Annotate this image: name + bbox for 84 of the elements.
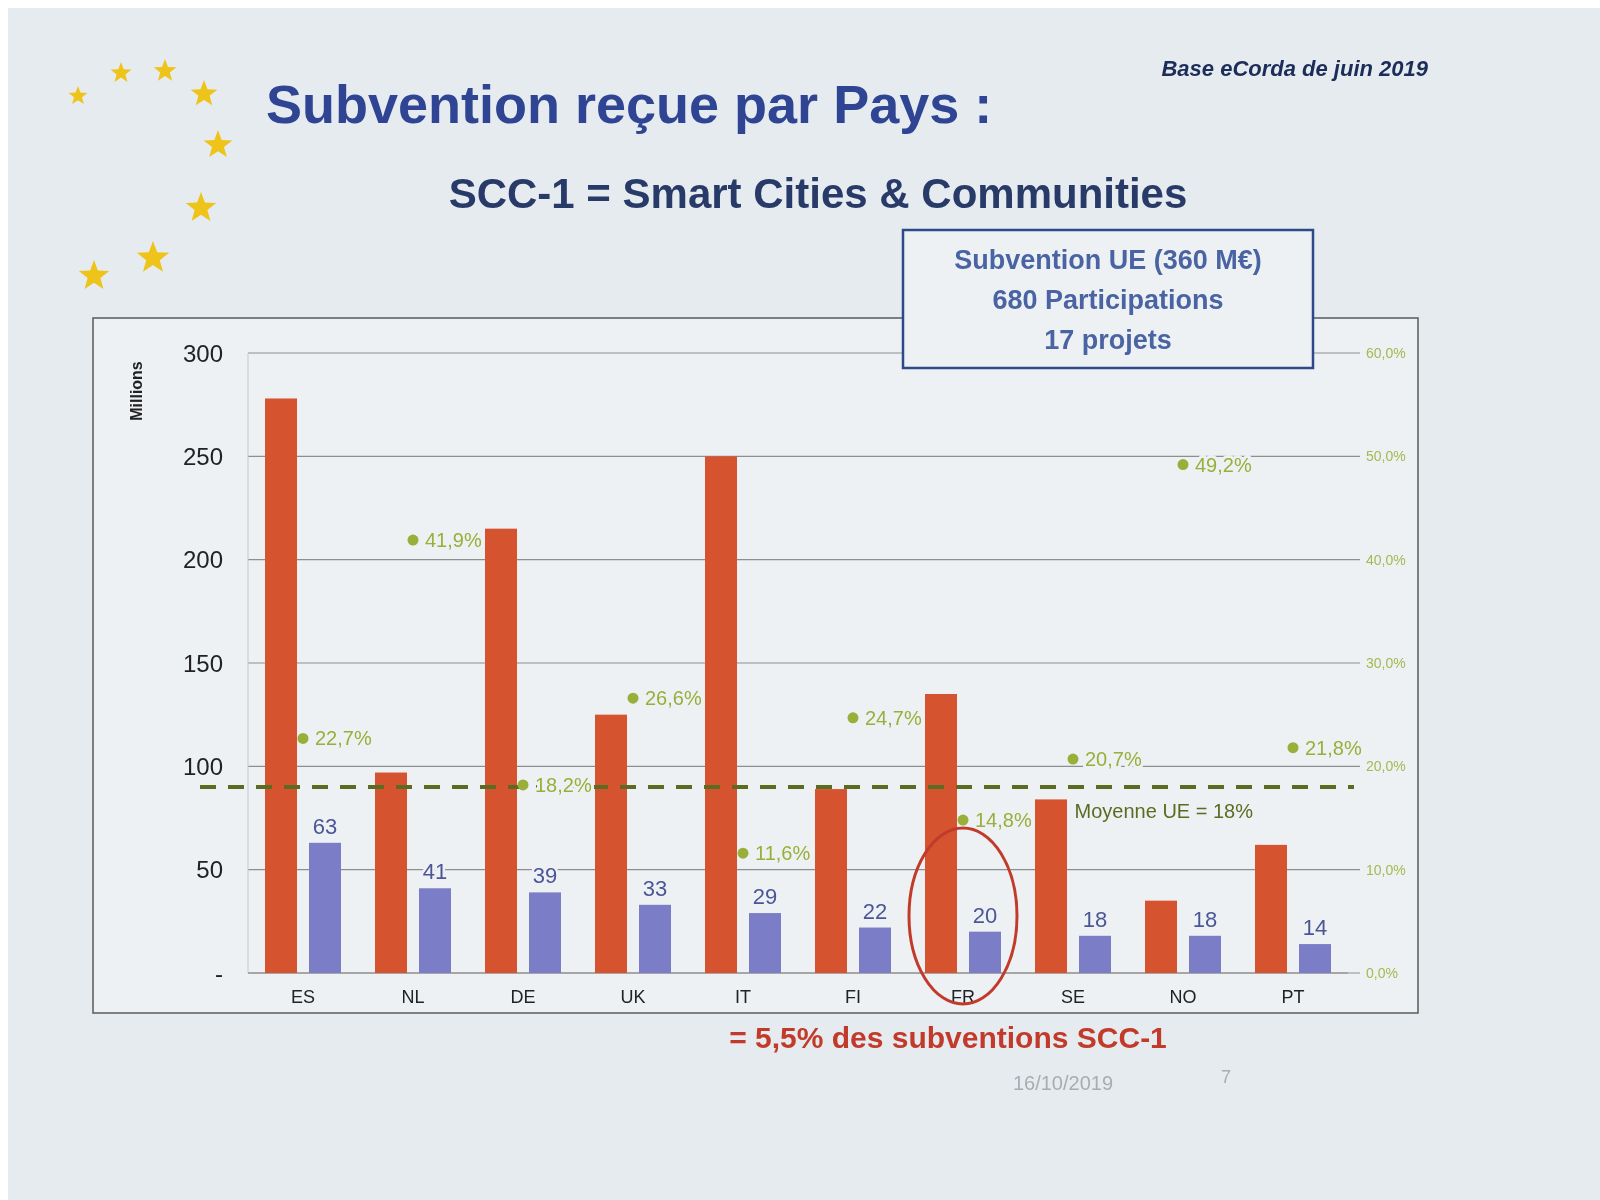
data-label: 24,7% (865, 706, 922, 729)
y-tick-label: 200 (182, 546, 223, 574)
y2-tick-label: 20,0% (1366, 758, 1406, 775)
x-tick-label: NL (401, 987, 425, 1007)
y-tick-label: 300 (182, 339, 223, 367)
point (737, 847, 749, 859)
data-label: 26,6% (645, 687, 702, 710)
bar (419, 888, 451, 973)
bar (595, 714, 627, 973)
x-tick-label: UK (620, 987, 646, 1007)
bar (1299, 944, 1331, 973)
point (297, 732, 309, 744)
bar (375, 772, 407, 973)
annotation: 17 projets (1044, 325, 1172, 355)
data-label: 18 (1192, 906, 1218, 932)
bar (1035, 799, 1067, 973)
text: 680 Participations (992, 285, 1224, 315)
point (847, 712, 859, 724)
bar (529, 892, 561, 973)
data-label: 20,7% (1085, 748, 1142, 771)
x-tick-label: PT (1281, 987, 1305, 1007)
point (517, 779, 529, 791)
x-tick-label: IT (735, 987, 751, 1007)
data-label: 22 (862, 898, 888, 924)
ref-line-label: Moyenne UE = 18% (1074, 800, 1254, 822)
point (1177, 459, 1189, 471)
bar (705, 456, 737, 973)
data-label: 39 (532, 863, 558, 889)
text: = 5,5% des subventions SCC-1 (729, 1021, 1167, 1054)
bar (925, 694, 957, 973)
y-tick-label: 250 (182, 442, 223, 470)
data-label: 21,8% (1305, 736, 1362, 759)
bar (859, 927, 891, 973)
y2-tick-label: 30,0% (1366, 655, 1406, 671)
y-tick-label: 150 (182, 649, 223, 677)
text: Subvention UE (360 M€) (954, 245, 1262, 275)
chart-subtitle: SCC-1 = Smart Cities & Communities (448, 170, 1188, 217)
y-axis-title: Millions (127, 361, 145, 421)
y-tick-label: 50 (196, 856, 223, 884)
bar (749, 913, 781, 973)
bar (639, 904, 671, 973)
bar (1189, 935, 1221, 973)
y2-tick-label: 60,0% (1366, 345, 1406, 361)
bar (485, 528, 517, 973)
point (957, 814, 969, 826)
chart-title: Subvention reçue par Pays : (266, 74, 993, 134)
data-label: 18,2% (535, 773, 592, 796)
point (1067, 753, 1079, 765)
data-label: 14 (1302, 915, 1328, 941)
data-label: 11,6% (755, 842, 811, 865)
x-tick-label: DE (510, 987, 536, 1007)
x-tick-label: FR (951, 987, 975, 1007)
data-label: 18 (1082, 906, 1108, 932)
bar (815, 789, 847, 973)
data-label: 63 (312, 813, 338, 839)
bar (309, 842, 341, 973)
y-tick-label: 100 (182, 752, 223, 780)
point (1287, 742, 1299, 754)
bar (969, 931, 1001, 973)
y2-tick-label: 50,0% (1366, 448, 1406, 465)
bar (1145, 900, 1177, 973)
data-label: 20 (972, 902, 998, 928)
bar (265, 398, 297, 973)
x-tick-label: FI (845, 987, 861, 1007)
data-label: 41,9% (425, 529, 482, 552)
x-tick-label: SE (1060, 987, 1086, 1007)
y-tick-label: - (215, 959, 223, 987)
text: 16/10/2019 (1012, 1072, 1114, 1094)
data-label: 14,8% (975, 809, 1032, 832)
x-tick-label: ES (290, 987, 316, 1007)
text: Base eCorda de juin 2019 (1161, 56, 1429, 81)
y2-tick-label: 40,0% (1366, 551, 1406, 568)
y2-tick-label: 10,0% (1366, 861, 1406, 878)
point (407, 534, 419, 546)
data-label: 33 (642, 875, 668, 901)
bar (1079, 935, 1111, 973)
text: 7 (1220, 1067, 1232, 1087)
data-label: 22,7% (315, 727, 372, 750)
x-tick-label: NO (1169, 987, 1197, 1007)
data-label: 29 (752, 884, 778, 910)
data-label: 49,2% (1195, 453, 1252, 476)
y2-tick-label: 0,0% (1366, 965, 1398, 981)
bar (1255, 844, 1287, 973)
point (627, 692, 639, 704)
